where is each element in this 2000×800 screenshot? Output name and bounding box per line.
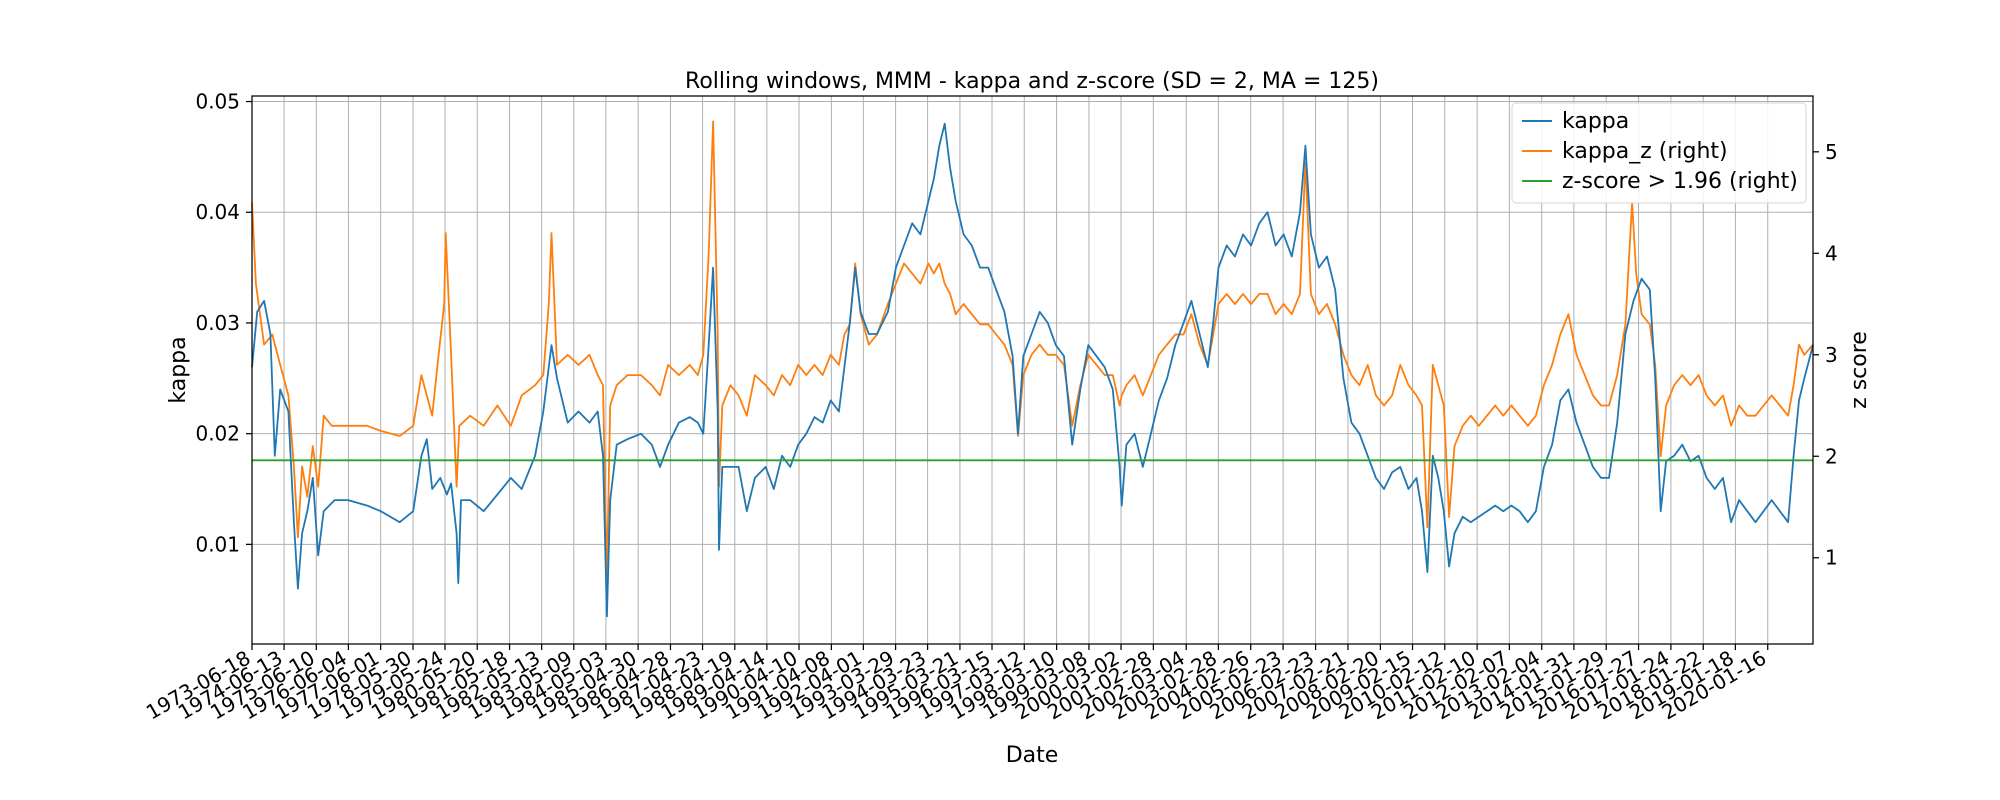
legend-label-kappa: kappa [1562,109,1629,134]
legend: kappa kappa_z (right) z-score > 1.96 (ri… [1511,102,1807,204]
y-tick-label-right: 1 [1825,546,1838,570]
y-tick-label-right: 2 [1825,444,1838,468]
legend-label-kappa-z: kappa_z (right) [1562,139,1728,164]
legend-box [1511,102,1807,204]
y-tick-label-right: 3 [1825,343,1838,367]
y-tick-label-left: 0.05 [195,90,240,114]
y-tick-label-left: 0.03 [195,311,240,335]
axis-ticks: 1973-06-181974-06-131975-06-101976-06-04… [142,90,1838,725]
y-tick-label-right: 4 [1825,241,1838,265]
y-tick-label-right: 5 [1825,140,1838,164]
kappa-line [251,122,1814,618]
legend-label-threshold: z-score > 1.96 (right) [1562,169,1798,194]
plot-frame [251,95,1814,645]
series-layer [251,120,1814,618]
x-axis-label: Date [1006,743,1059,768]
y-axis-label-right: z score [1847,331,1872,409]
y-tick-label-left: 0.02 [195,422,240,446]
y-tick-label-left: 0.04 [195,200,240,224]
grid-lines [251,96,1813,644]
chart-title: Rolling windows, MMM - kappa and z-score… [685,69,1379,94]
kappa-z-line [251,120,1814,579]
y-tick-label-left: 0.01 [195,532,240,556]
y-axis-label-left: kappa [166,336,191,403]
